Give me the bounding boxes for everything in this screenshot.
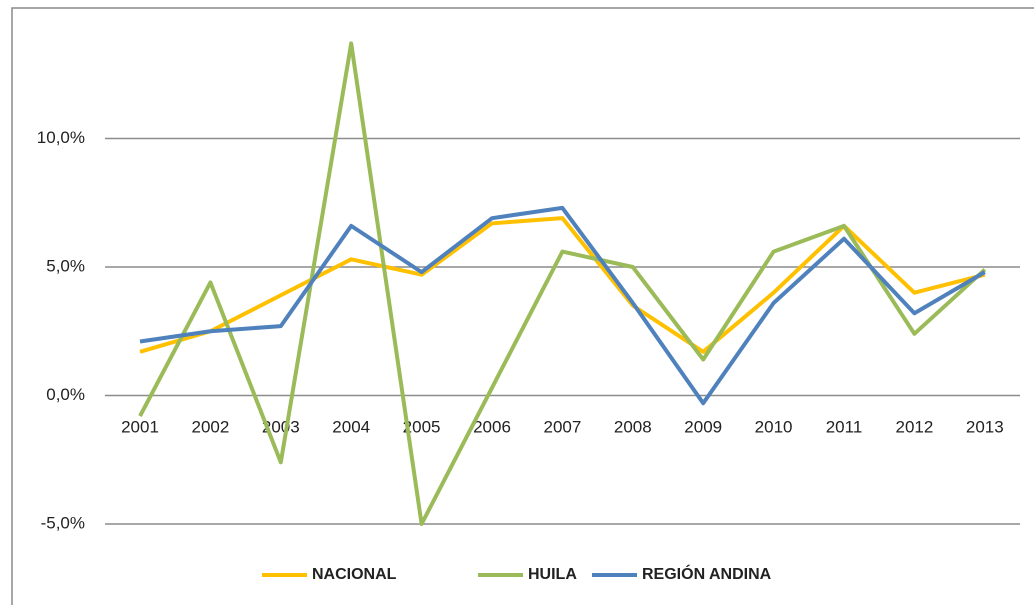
x-tick-label: 2006 xyxy=(473,417,511,436)
legend-label: REGIÓN ANDINA xyxy=(642,564,772,583)
x-tick-label: 2003 xyxy=(262,417,300,436)
series-line xyxy=(139,216,986,354)
series-line xyxy=(139,205,986,406)
y-tick-label: 5,0% xyxy=(46,256,85,275)
chart-frame xyxy=(11,7,1034,610)
y-tick-label: 0,0% xyxy=(46,385,85,404)
x-tick-label: 2012 xyxy=(895,417,933,436)
x-tick-label: 2001 xyxy=(121,417,159,436)
x-tick-label: 2010 xyxy=(755,417,793,436)
legend-label: NACIONAL xyxy=(312,566,397,583)
x-tick-label: 2013 xyxy=(966,417,1004,436)
series-line xyxy=(138,41,987,526)
x-tick-label: 2004 xyxy=(332,417,370,436)
x-tick-label: 2007 xyxy=(543,417,581,436)
x-tick-label: 2008 xyxy=(614,417,652,436)
x-tick-label: 2009 xyxy=(684,417,722,436)
legend-label: HUILA xyxy=(528,566,577,583)
x-tick-label: 2011 xyxy=(826,417,863,436)
y-tick-label: 10,0% xyxy=(37,128,85,147)
y-tick-label: -5,0% xyxy=(41,513,85,532)
x-tick-label: 2002 xyxy=(191,417,229,436)
x-tick-label: 2005 xyxy=(403,417,441,436)
